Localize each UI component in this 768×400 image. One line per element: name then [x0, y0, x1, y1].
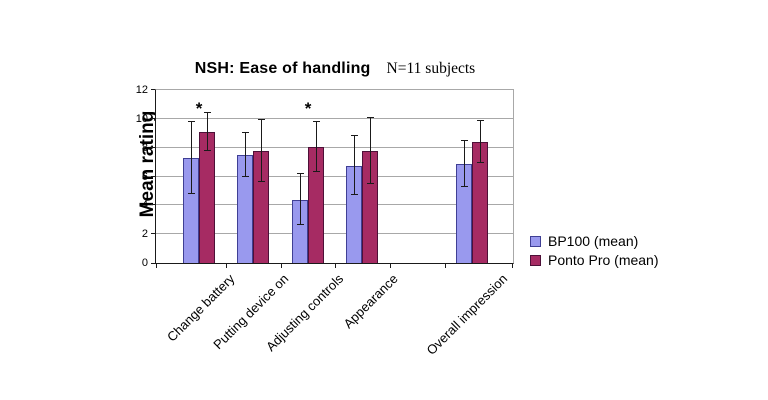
error-bar-cap-bottom	[258, 180, 265, 182]
gridline	[156, 233, 513, 235]
legend: BP100 (mean) Ponto Pro (mean)	[530, 232, 659, 270]
chart-subtitle-text: N=11 subjects	[386, 60, 476, 77]
error-bar-cap-top	[313, 120, 320, 122]
gridline	[156, 117, 513, 119]
error-bar-cap-top	[204, 112, 211, 114]
plot-area: * *	[155, 89, 514, 264]
x-tick-mark	[156, 264, 157, 268]
error-bar-cap-top	[351, 135, 358, 137]
error-bar-cap-top	[367, 117, 374, 119]
significance-asterisk: *	[304, 99, 312, 119]
y-tick-mark	[151, 89, 155, 90]
error-bar-cap-top	[258, 118, 265, 120]
bar-ponto-pro	[199, 131, 215, 263]
error-bar-cap-bottom	[242, 175, 249, 177]
x-category-label: Overall impression	[423, 271, 511, 358]
error-bar-cap-bottom	[351, 194, 358, 196]
legend-label: Ponto Pro (mean)	[548, 252, 659, 268]
x-tick-mark	[444, 264, 446, 268]
legend-item: BP100 (mean)	[530, 232, 659, 251]
error-bar-line	[464, 141, 465, 188]
x-tick-mark	[226, 264, 227, 268]
error-bar-line	[300, 174, 301, 225]
y-tick-label: 12	[135, 84, 148, 96]
error-bar-line	[354, 136, 355, 196]
error-bar-cap-bottom	[367, 183, 374, 185]
error-bar-line	[245, 133, 246, 177]
legend-label: BP100 (mean)	[548, 233, 639, 249]
error-bar-cap-top	[188, 120, 195, 122]
x-tick-mark	[389, 264, 391, 268]
error-bar-cap-bottom	[477, 161, 484, 163]
y-tick-label: 10	[135, 113, 148, 125]
significance-asterisk: *	[195, 99, 203, 119]
x-tick-mark	[280, 264, 282, 268]
error-bar-line	[370, 118, 371, 185]
error-bar-cap-bottom	[188, 192, 195, 194]
error-bar-cap-bottom	[313, 171, 320, 173]
error-bar-cap-top	[461, 140, 468, 142]
y-tick-label: 4	[141, 199, 148, 211]
chart-title: NSH: Ease of handling N=11 subjects	[156, 60, 514, 78]
error-bar-line	[480, 121, 481, 163]
y-tick-label: 8	[141, 142, 148, 154]
error-bar-line	[316, 121, 317, 173]
x-category-label: Appearance	[340, 271, 401, 332]
y-tick-label: 0	[141, 257, 148, 269]
legend-swatch-bp100	[530, 236, 541, 247]
y-tick-mark	[151, 233, 155, 234]
error-bar-line	[191, 121, 192, 194]
y-tick-mark	[151, 263, 155, 264]
gridline	[156, 175, 513, 177]
error-bar-line	[207, 113, 208, 151]
error-bar-cap-top	[242, 132, 249, 134]
error-bar-cap-bottom	[461, 186, 468, 188]
error-bar-cap-bottom	[204, 149, 211, 151]
legend-swatch-ponto-pro	[530, 255, 541, 266]
error-bar-cap-top	[297, 173, 304, 175]
error-bar-line	[261, 119, 262, 182]
gridline	[156, 146, 513, 148]
legend-item: Ponto Pro (mean)	[530, 251, 659, 270]
chart-title-text: NSH: Ease of handling	[194, 60, 371, 77]
y-tick-mark	[151, 176, 155, 177]
x-tick-mark	[512, 264, 513, 268]
y-tick-label: 2	[141, 228, 148, 240]
y-tick-mark	[151, 204, 155, 205]
y-tick-mark	[151, 147, 155, 148]
y-tick-mark	[151, 118, 155, 119]
error-bar-cap-top	[477, 120, 484, 121]
y-tick-label: 6	[141, 171, 148, 183]
gridline	[156, 204, 513, 206]
error-bar-cap-bottom	[297, 223, 304, 225]
x-tick-mark	[335, 264, 336, 268]
